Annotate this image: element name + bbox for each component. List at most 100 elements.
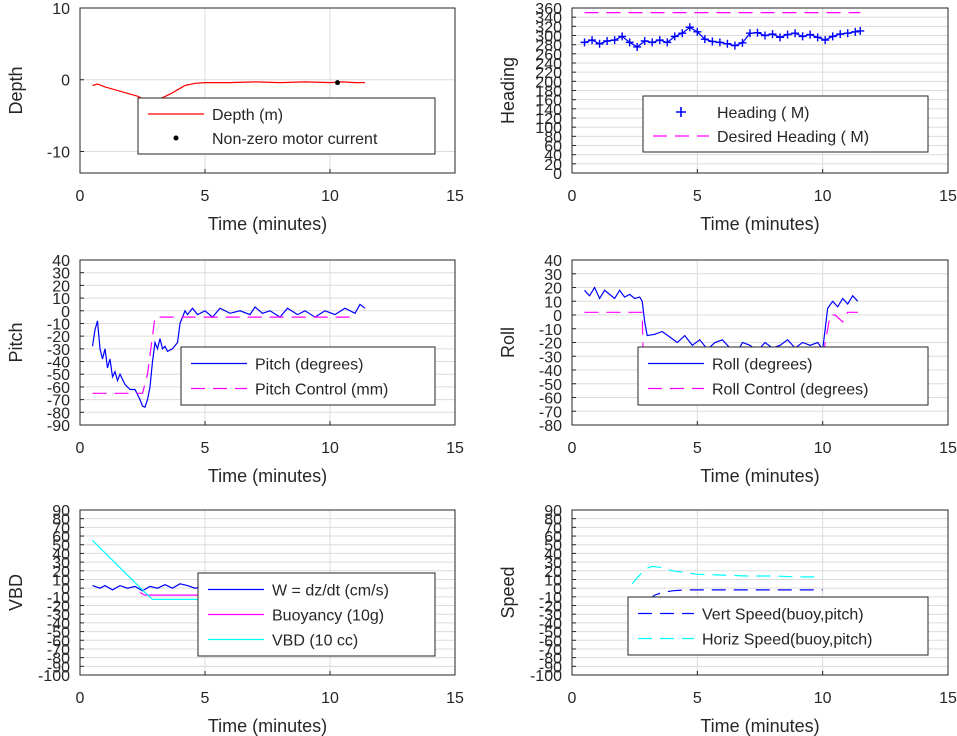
x-axis-label: Time (minutes) [208, 466, 327, 486]
y-tick-label: 20 [544, 281, 562, 298]
data-point [588, 36, 597, 45]
legend-label: Roll (degrees) [712, 357, 812, 374]
legend-label: Vert Speed(buoy,pitch) [702, 607, 864, 624]
y-axis-label: Pitch [6, 322, 26, 362]
chart-panel-3: 0 5 10 15-90-80-70-60-50-40-30-20-100102030… [6, 253, 464, 486]
x-tick-label: 5 [693, 188, 702, 205]
data-point [738, 38, 747, 47]
data-point [685, 23, 694, 32]
y-tick-label: 80 [52, 512, 70, 529]
x-tick-label: 5 [693, 440, 702, 457]
y-tick-label: -40 [539, 616, 562, 633]
x-axis-label: Time (minutes) [208, 716, 327, 736]
axes-frame [571, 509, 949, 676]
data-point [836, 30, 845, 39]
data-point [753, 28, 762, 37]
series-line-2 [92, 316, 355, 394]
legend-box [627, 596, 929, 656]
data-point [776, 33, 785, 42]
y-tick-label: -30 [539, 607, 562, 624]
data-point [715, 38, 724, 47]
y-tick-label: -50 [47, 625, 70, 642]
x-tick-label: 10 [814, 188, 832, 205]
data-point [813, 33, 822, 42]
y-tick-label: 30 [544, 555, 562, 572]
y-tick-label: 20 [544, 157, 562, 174]
legend-label: Buoyancy (10g) [272, 608, 384, 625]
y-tick-label: -40 [539, 363, 562, 380]
y-tick-label: -30 [47, 607, 70, 624]
y-tick-label: -70 [47, 642, 70, 659]
legend-label: Heading ( M) [717, 105, 809, 122]
y-tick-label: -50 [539, 625, 562, 642]
series-line-1 [91, 303, 366, 409]
data-point [730, 41, 739, 50]
y-tick-label: 80 [544, 512, 562, 529]
y-tick-label: -20 [539, 599, 562, 616]
data-point [700, 35, 709, 44]
y-axis-label: Roll [498, 327, 518, 358]
y-tick-label: 40 [52, 546, 70, 563]
y-tick-label: 240 [535, 56, 562, 73]
data-point [663, 38, 672, 47]
series-line-2 [631, 565, 823, 585]
y-tick-label: 0 [553, 166, 562, 183]
y-tick-label: 20 [52, 278, 70, 295]
y-tick-label: 10 [544, 572, 562, 589]
chart-panel-4: 0 5 10 15-80-70-60-50-40-30-20-10010203040T… [498, 253, 957, 486]
legend-label: Roll Control (degrees) [712, 382, 869, 399]
y-tick-label: 0 [61, 581, 70, 598]
data-point [768, 30, 777, 39]
x-tick-label: 0 [568, 440, 577, 457]
y-axis-label: Heading [498, 57, 518, 124]
data-point [335, 80, 340, 86]
x-tick-label: 15 [446, 440, 464, 457]
y-tick-label: 80 [544, 129, 562, 146]
y-tick-label: 0 [553, 581, 562, 598]
y-tick-label: 0 [553, 308, 562, 325]
y-tick-label: -50 [539, 377, 562, 394]
y-tick-label: -10 [539, 590, 562, 607]
y-tick-label: -70 [539, 404, 562, 421]
legend-label: W = dz/dt (cm/s) [272, 583, 389, 600]
x-tick-label: 15 [446, 690, 464, 707]
y-tick-label: 10 [52, 291, 70, 308]
legend-box [180, 346, 436, 406]
y-tick-label: 10 [52, 572, 70, 589]
legend-swatch [173, 135, 179, 141]
y-tick-label: 30 [52, 555, 70, 572]
y-tick-label: -80 [47, 405, 70, 422]
y-tick-label: 70 [544, 520, 562, 537]
x-tick-label: 15 [939, 188, 957, 205]
legend: Roll (degrees) Roll Control (degrees) [637, 346, 929, 406]
legend: Vert Speed(buoy,pitch) Horiz Speed(buoy,p… [627, 596, 929, 656]
y-tick-label: 90 [52, 503, 70, 520]
x-tick-label: 10 [321, 440, 339, 457]
legend-box [637, 346, 929, 406]
x-axis-label: Time (minutes) [700, 466, 819, 486]
axes-frame [79, 259, 456, 426]
data-point [693, 27, 702, 36]
data-point [603, 37, 612, 45]
y-tick-label: 200 [535, 74, 562, 91]
y-tick-label: 40 [544, 148, 562, 165]
y-tick-label: -90 [539, 659, 562, 676]
y-tick-label: -60 [539, 391, 562, 408]
y-tick-label: -70 [47, 393, 70, 410]
y-tick-label: -100 [38, 668, 70, 685]
x-tick-label: 5 [201, 440, 210, 457]
x-axis-label: Time (minutes) [700, 214, 819, 234]
y-tick-label: -60 [539, 633, 562, 650]
x-tick-label: 0 [76, 440, 85, 457]
y-tick-label: -10 [47, 144, 70, 161]
y-tick-label: 50 [544, 538, 562, 555]
legend: Heading ( M) Desired Heading ( M) [642, 95, 929, 153]
y-axis-label: Depth [6, 66, 26, 114]
legend-box [137, 97, 436, 155]
data-point [783, 30, 792, 39]
y-tick-label: 10 [544, 294, 562, 311]
x-tick-label: 0 [568, 188, 577, 205]
y-tick-label: -30 [539, 349, 562, 366]
y-tick-label: -40 [47, 616, 70, 633]
y-tick-label: -60 [47, 633, 70, 650]
